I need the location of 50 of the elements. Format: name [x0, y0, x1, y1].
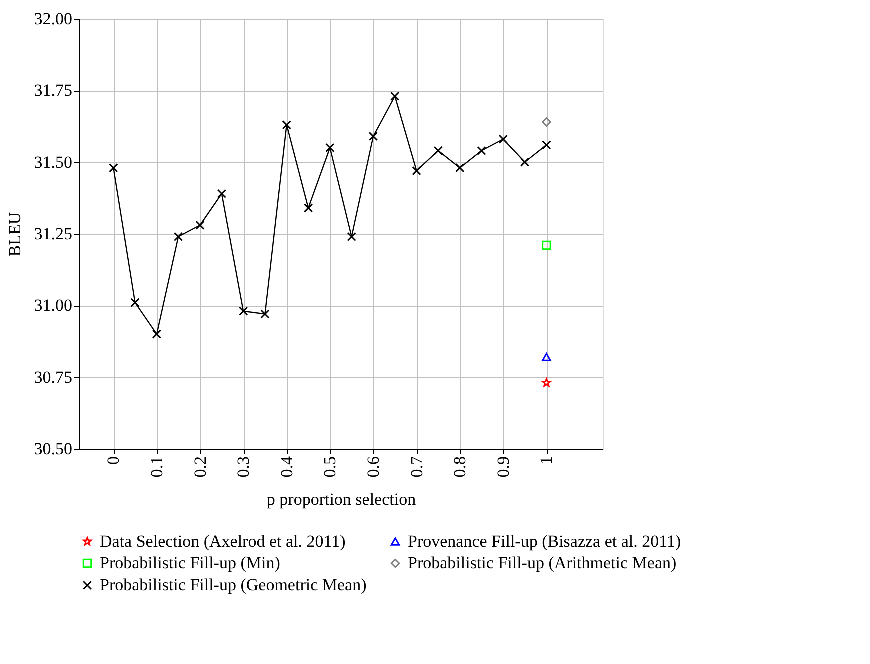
- x-tick-label: 0.7: [407, 456, 426, 478]
- point: [130, 298, 140, 308]
- point: [542, 240, 552, 250]
- point: [542, 140, 552, 150]
- point: [542, 353, 552, 362]
- point: [455, 163, 465, 173]
- point: [520, 158, 530, 167]
- y-tick-label: 31.25: [34, 224, 72, 244]
- point: [304, 204, 314, 213]
- point: [174, 232, 184, 242]
- point: [542, 378, 552, 387]
- y-tick-label: 31.50: [34, 152, 72, 172]
- legend-label: Probabilistic Fill-up (Arithmetic Mean): [408, 554, 677, 572]
- y-axis-title: BLEU: [5, 212, 24, 257]
- y-tick-label: 30.50: [34, 440, 72, 458]
- point: [260, 310, 270, 319]
- point: [368, 132, 378, 142]
- x-tick-label: 0.6: [364, 456, 383, 478]
- point: [434, 146, 444, 156]
- y-tick-label: 31.00: [34, 296, 72, 316]
- x-tick-label: 0.4: [277, 456, 296, 478]
- point: [109, 163, 118, 173]
- y-tick-label: 32.00: [34, 10, 72, 28]
- legend-label: Probabilistic Fill-up (Geometric Mean): [100, 576, 367, 594]
- x-tick-label: 0.5: [320, 456, 340, 478]
- point: [347, 232, 356, 242]
- point: [152, 330, 162, 339]
- point: [542, 118, 552, 127]
- point: [282, 120, 292, 130]
- point: [412, 166, 422, 176]
- legend-label: Provenance Fill-up (Bisazza et al. 2011): [408, 532, 682, 551]
- point: [217, 189, 227, 198]
- x-tick-label: 0.8: [450, 456, 470, 478]
- point: [390, 92, 400, 102]
- point: [498, 134, 508, 144]
- x-tick-label: 0.9: [494, 456, 513, 478]
- point: [477, 146, 486, 156]
- x-tick-label: 1: [537, 456, 556, 465]
- x-axis-title: p proportion selection: [266, 490, 417, 509]
- point: [196, 220, 205, 230]
- x-tick-label: 0: [104, 456, 124, 465]
- point: [238, 306, 248, 316]
- x-tick-label: 0.2: [190, 456, 210, 478]
- y-tick-label: 31.75: [34, 81, 72, 100]
- legend-label: Data Selection (Axelrod et al. 2011): [100, 532, 346, 551]
- x-tick-label: 0.3: [234, 456, 254, 478]
- point: [326, 143, 335, 153]
- x-tick-label: 0.1: [147, 456, 166, 478]
- legend-label: Probabilistic Fill-up (Min): [100, 554, 280, 572]
- y-tick-label: 30.75: [34, 368, 72, 387]
